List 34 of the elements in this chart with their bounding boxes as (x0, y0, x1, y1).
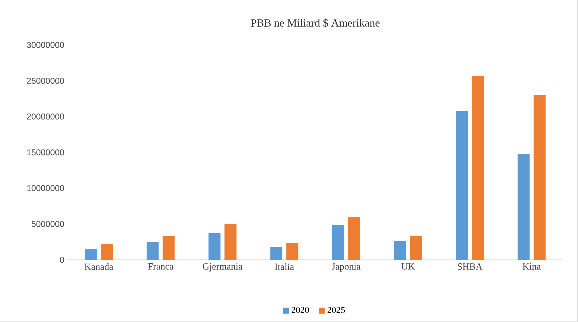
x-tick-label: Kina (522, 263, 541, 270)
bar (410, 236, 422, 260)
x-tick-label: UK (402, 263, 415, 270)
bar (162, 236, 175, 260)
y-tick-label: 5000000 (32, 221, 64, 228)
x-tick-label: Japonia (332, 263, 361, 272)
bar (518, 154, 530, 260)
x-tick-label: Franca (148, 263, 174, 270)
y-tick-label: 10000000 (27, 185, 64, 192)
x-tick-label: Gjermania (203, 263, 243, 272)
bar (85, 248, 98, 260)
y-tick-label: 0 (60, 256, 64, 263)
legend-label: 2025 (328, 307, 346, 314)
bar (224, 224, 237, 260)
x-tick-label: SHBA (458, 263, 483, 270)
bar (270, 246, 283, 260)
bar (101, 244, 114, 260)
chart-title: PBB ne Miliard $ Amerikane (251, 18, 380, 28)
bar (348, 216, 360, 260)
x-tick-label: Italia (275, 263, 294, 270)
bar (394, 240, 406, 260)
legend-label: 2020 (292, 307, 310, 314)
y-tick-label: 15000000 (27, 150, 64, 156)
y-tick-label: 30000000 (27, 42, 64, 48)
y-tick-label: 20000000 (27, 114, 64, 120)
bar (146, 242, 159, 260)
bar (534, 95, 546, 260)
bar (208, 232, 221, 260)
bar (472, 76, 484, 260)
bar (286, 242, 299, 260)
x-tick-label: Kanada (84, 263, 114, 270)
bar (456, 110, 468, 260)
bar (332, 224, 344, 260)
y-tick-label: 25000000 (27, 78, 64, 84)
